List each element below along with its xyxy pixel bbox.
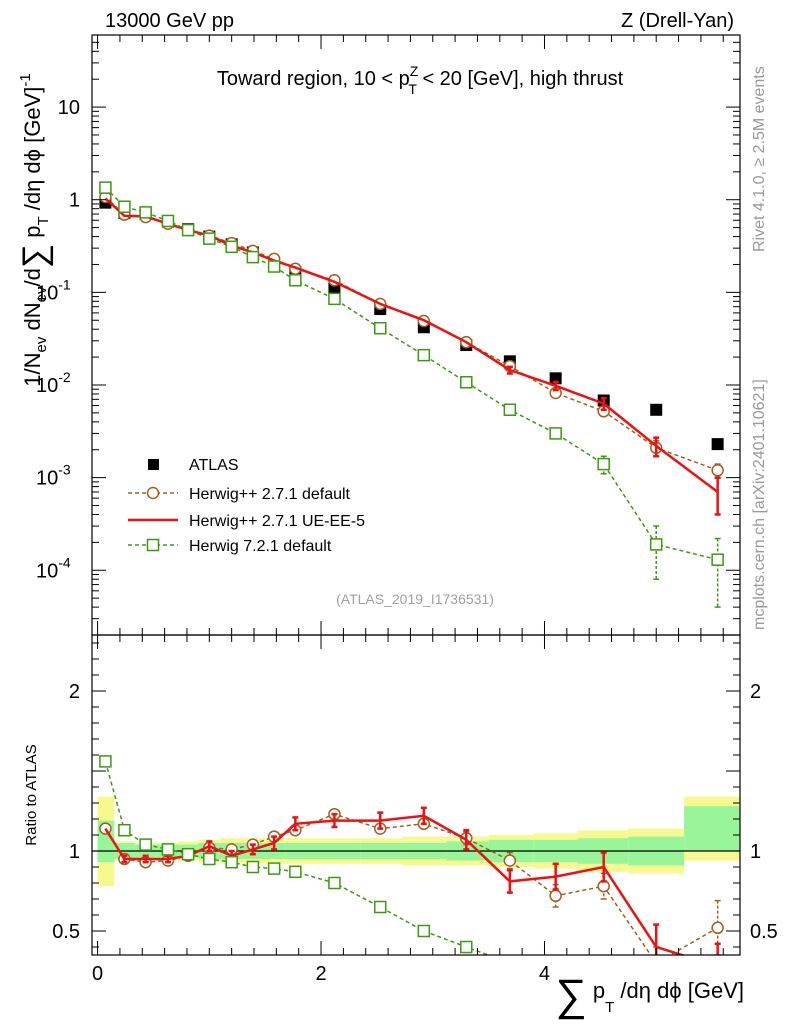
ratio-marker-square (181, 847, 195, 861)
main-y-tick-label: 10-4 (36, 554, 71, 582)
main-marker-square (417, 348, 431, 362)
title-sup: Z (410, 63, 419, 79)
main-y-tick-exponent: -2 (58, 369, 71, 385)
ratio-y-tick-label-right: 2 (750, 681, 761, 703)
main-y-axis-label: 1/Nev dNev/d∑ pT /dη dϕ [GeV]-1 (16, 73, 54, 386)
main-marker-square (649, 538, 663, 551)
main-atlas-point (650, 403, 663, 416)
ratio-marker-square (504, 958, 515, 969)
energy-label: 13000 GeV pp (105, 10, 234, 32)
main-series-layer (99, 181, 724, 608)
ratio-marker-square (139, 838, 152, 851)
ratio-marker-square (417, 924, 431, 938)
ratio-marker-square (161, 843, 175, 856)
main-marker-square (460, 376, 473, 389)
main-marker-square (289, 274, 302, 287)
main-marker-square (597, 457, 610, 471)
process-label: Z (Drell-Yan) (621, 10, 734, 32)
ratio-marker-square (99, 755, 112, 768)
ratio-uncertainty-band (92, 796, 740, 887)
ratio-series-line (104, 761, 491, 955)
main-y-tick-exponent: -3 (58, 462, 71, 478)
main-marker-square (118, 200, 131, 213)
main-series-line (104, 197, 719, 494)
ratio-y-tick-label-left: 2 (69, 681, 80, 703)
analysis-watermark: (ATLAS_2019_I1736531) (336, 591, 494, 607)
legend: ATLAS Herwig++ 2.7.1 default Herwig++ 2.… (128, 457, 365, 555)
main-marker-square (181, 223, 195, 237)
main-series-line (104, 187, 718, 561)
legend-label-atlas: ATLAS (189, 457, 239, 474)
ratio-series-2 (99, 755, 515, 969)
x-axis-label: ∑ pT /dη dϕ [GeV] (555, 971, 744, 1020)
ratio-y-tick-label-left: 1 (69, 841, 80, 863)
ratio-marker-circle (503, 854, 517, 867)
title-sub: T (408, 81, 417, 97)
ratio-band-inner-bin (684, 806, 740, 851)
main-marker-square (99, 181, 112, 194)
legend-entry-herwig271-default: Herwig++ 2.7.1 default (128, 486, 351, 503)
x-tick-label: 0 (92, 963, 103, 985)
main-marker-square (246, 250, 260, 264)
main-marker-square (225, 240, 238, 254)
main-marker-square (549, 427, 562, 440)
main-y-tick-label: 1 (69, 190, 80, 212)
plot-title: Toward region, 10 < pZ T < 20 [GeV], high… (217, 63, 624, 97)
main-atlas-point (711, 438, 724, 451)
legend-entry-atlas: ATLAS (148, 457, 239, 474)
legend-marker-herwig721-default (146, 538, 160, 552)
x-tick-label: 2 (315, 963, 326, 985)
ratio-marker-square (118, 823, 131, 837)
main-marker-square (503, 403, 517, 417)
main-series-3 (99, 181, 724, 608)
ratio-marker-square (373, 900, 387, 914)
main-marker-square (373, 321, 387, 335)
ratio-marker-square (289, 865, 302, 879)
rivet-version-label: Rivet 4.1.0, ≥ 2.5M events (751, 66, 768, 252)
title-post: < 20 [GeV], high thrust (417, 68, 624, 90)
main-marker-circle (711, 464, 724, 477)
title-pre: Toward region, 10 < p (217, 68, 410, 90)
legend-label-herwig271-ueee5: Herwig++ 2.7.1 UE-EE-5 (189, 513, 365, 530)
legend-label-herwig271-default: Herwig++ 2.7.1 default (189, 486, 351, 503)
ratio-series-1 (104, 806, 721, 955)
legend-marker-herwig271-default (146, 486, 160, 500)
ratio-marker-square (225, 855, 238, 869)
ratio-marker-square (460, 940, 473, 954)
ratio-marker-circle (711, 921, 724, 935)
legend-entry-herwig271-ueee5: Herwig++ 2.7.1 UE-EE-5 (128, 513, 365, 530)
main-y-tick-exponent: -4 (58, 554, 71, 570)
main-y-tick-label: 10-3 (36, 462, 71, 490)
ratio-marker-square (267, 862, 281, 875)
main-series-line (104, 196, 718, 472)
ratio-marker-circle (549, 889, 562, 903)
legend-marker-atlas (148, 459, 159, 470)
legend-entry-herwig721-default: Herwig 7.2.1 default (128, 538, 332, 555)
main-y-tick-exponent: -1 (58, 276, 71, 292)
main-marker-square (139, 206, 152, 219)
main-marker-square (267, 260, 281, 273)
ratio-frame (91, 634, 741, 956)
ratio-y-tick-label-right: 0.5 (750, 921, 778, 943)
ratio-y-axis-label: Ratio to ATLAS (23, 744, 40, 845)
main-marker-square (328, 292, 341, 306)
ratio-series-layer (99, 755, 724, 969)
main-marker-square (203, 232, 216, 245)
ratio-marker-circle (651, 958, 662, 969)
main-marker-square (161, 214, 175, 228)
ratio-marker-square (246, 860, 260, 874)
main-y-tick-label: 10 (58, 97, 80, 119)
mcplots-label: mcplots.cern.ch [arXiv:2401.10621] (751, 379, 768, 630)
main-marker-square (711, 553, 724, 566)
ratio-marker-square (328, 876, 341, 890)
ratio-y-tick-label-right: 1 (750, 841, 761, 863)
ratio-y-tick-label-left: 0.5 (52, 921, 80, 943)
legend-label-herwig721-default: Herwig 7.2.1 default (189, 538, 332, 555)
x-tick-label: 4 (539, 963, 550, 985)
ratio-marker-square (203, 852, 216, 866)
